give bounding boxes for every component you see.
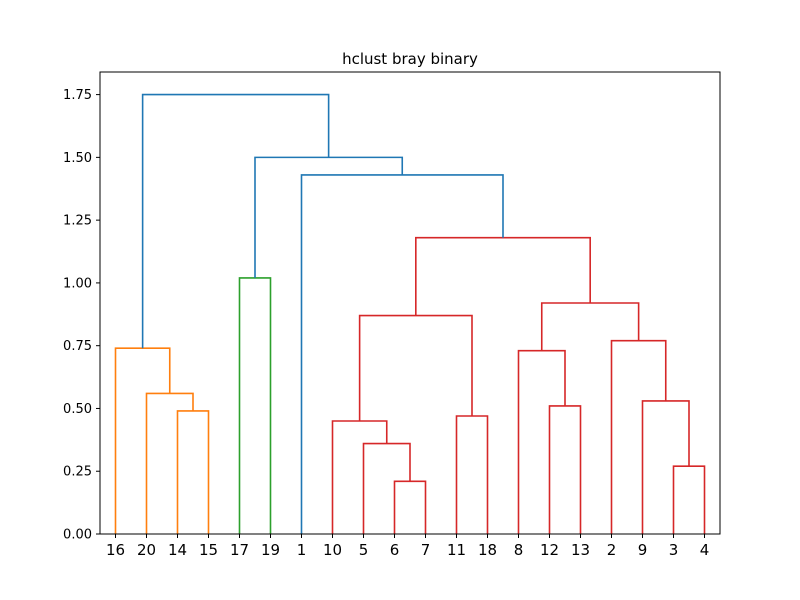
y-tick-label: 0.50 [63,402,92,417]
dendrogram-link [393,480,427,534]
y-tick-label: 1.00 [63,276,92,291]
leaf-label: 19 [261,541,280,559]
dendrogram-links [114,93,706,534]
dendrogram-link [672,465,706,534]
leaf-label: 9 [638,541,648,559]
leaf-label: 18 [478,541,497,559]
x-axis: 16 20 14 15 17 19 1 10 5 6 7 11 18 8 12 13 2 9 3 4 [106,534,709,559]
dendrogram-link [141,93,330,349]
leaf-label: 20 [137,541,156,559]
chart-title: hclust bray binary [342,50,478,68]
leaf-label: 11 [447,541,466,559]
leaf-label: 13 [571,541,590,559]
dendrogram-link [517,349,566,534]
y-tick-label: 1.75 [63,88,92,103]
y-tick-label: 0.75 [63,339,92,354]
leaf-label: 8 [514,541,524,559]
leaf-label: 3 [669,541,679,559]
y-tick-label: 0.25 [63,465,92,480]
dendrogram-link [114,347,171,534]
leaf-label: 14 [168,541,187,559]
leaf-label: 7 [421,541,431,559]
y-tick-label: 1.50 [63,151,92,166]
leaf-label: 5 [359,541,369,559]
dendrogram-link [300,174,504,534]
leaf-label: 16 [106,541,125,559]
dendrogram-link [548,405,582,534]
y-tick-label: 1.25 [63,214,92,229]
leaf-label: 12 [540,541,559,559]
leaf-label: 6 [390,541,400,559]
dendrogram-link [331,420,388,534]
y-axis: 0.00 0.25 0.50 0.75 1.00 1.25 1.50 1.75 [63,88,100,543]
leaf-label: 17 [230,541,249,559]
dendrogram-link [254,156,404,278]
plot-frame [99,71,721,535]
leaf-label: 10 [323,541,342,559]
leaf-label: 4 [700,541,710,559]
dendrogram-link [362,442,411,534]
leaf-label: 15 [199,541,218,559]
leaf-label: 2 [607,541,617,559]
dendrogram-link [641,400,690,534]
y-tick-label: 0.00 [63,528,92,543]
leaf-label: 1 [297,541,307,559]
